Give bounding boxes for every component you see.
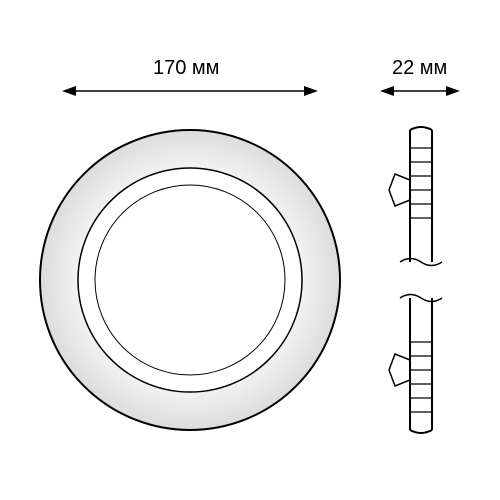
front-view [40,130,340,430]
dim-arrow-width [62,86,318,96]
dim-arrow-depth [380,86,460,96]
break-line-top [400,259,442,266]
cap-bot [410,430,432,433]
dim-label-width: 170 мм [153,57,219,80]
mid-circle [78,168,302,392]
hatch-bot-spring [389,354,410,386]
hatch-top-spring [389,174,410,206]
cap-top [410,127,432,130]
side-view [389,127,442,433]
break-line-bot [400,295,442,302]
technical-drawing: 170 мм 22 мм [0,0,500,500]
inner-circle [95,185,285,375]
front-ring-shading [40,130,340,430]
dim-label-depth: 22 мм [392,57,447,80]
